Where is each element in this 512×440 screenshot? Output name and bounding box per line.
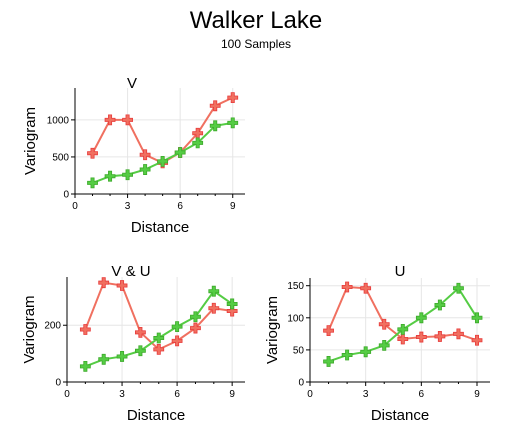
x-tick-label: 3 [119, 389, 125, 400]
data-point-green [135, 345, 146, 357]
x-tick-label: 9 [229, 389, 235, 400]
data-point-red [323, 325, 334, 337]
data-point-red [227, 92, 239, 104]
data-point-green [323, 356, 334, 367]
data-point-red [453, 328, 464, 340]
y-tick-label: 0 [55, 378, 61, 389]
data-point-green [98, 353, 110, 365]
chart-panel-1: 0 3 6 9 0 500 1000 V Distance Variogram [22, 75, 245, 236]
x-tick-label: 9 [474, 389, 480, 400]
data-point-green [209, 120, 221, 132]
data-point-green [471, 312, 483, 324]
x-tick-label: 3 [363, 389, 369, 400]
x-axis-label: Distance [127, 407, 185, 424]
data-point-green [226, 298, 238, 310]
data-point-red [116, 280, 128, 291]
data-point-red [226, 305, 238, 317]
data-point-green [190, 311, 201, 323]
x-tick-label: 0 [307, 389, 313, 400]
y-tick-label: 50 [293, 345, 305, 356]
x-tick-label: 9 [230, 201, 236, 212]
data-point-green [434, 299, 446, 311]
y-tick-label: 200 [44, 321, 61, 332]
data-point-red [171, 335, 183, 347]
data-point-green [171, 321, 183, 333]
data-point-red [190, 322, 201, 334]
data-point-red [341, 281, 353, 293]
data-point-red [471, 334, 483, 346]
data-point-red [208, 302, 220, 314]
data-point-red [87, 147, 98, 159]
data-point-green [360, 346, 372, 358]
figure-subtitle: 100 Samples [221, 37, 291, 51]
data-point-red [360, 282, 372, 294]
x-tick-label: 6 [177, 201, 183, 212]
chart-panel-2: 0 3 6 9 0 200 V & U Distance Variogram [21, 263, 245, 424]
data-point-red [104, 114, 116, 126]
data-point-red [139, 149, 151, 161]
data-point-green [87, 177, 98, 189]
data-point-red [153, 343, 165, 355]
data-point-green [157, 155, 169, 167]
data-point-green [104, 170, 116, 182]
data-point-red [135, 326, 146, 338]
data-point-red [434, 331, 446, 342]
y-axis-label: Variogram [22, 107, 39, 175]
x-tick-label: 6 [419, 389, 425, 400]
data-point-green [192, 137, 204, 149]
y-tick-label: 1000 [47, 115, 70, 126]
data-point-red [122, 114, 133, 126]
data-point-green [227, 117, 239, 129]
data-point-green [116, 351, 128, 362]
y-tick-label: 0 [63, 190, 69, 201]
data-point-green [397, 323, 409, 335]
panel-title: V & U [111, 263, 150, 280]
data-point-red [209, 100, 221, 112]
x-tick-label: 3 [125, 201, 131, 212]
y-tick-label: 100 [287, 313, 304, 324]
chart-panel-3: 0 3 6 9 0 50 100 150 U Distance Variogram [264, 263, 490, 424]
data-point-green [79, 360, 91, 372]
data-point-red [397, 333, 409, 345]
panel-title: V [127, 75, 137, 92]
data-point-green [378, 340, 390, 351]
data-point-green [174, 147, 186, 158]
data-point-green [415, 312, 427, 324]
figure-title: Walker Lake [190, 7, 323, 34]
data-point-green [208, 285, 220, 297]
x-tick-label: 0 [64, 389, 70, 400]
data-point-red [378, 318, 390, 330]
data-point-green [453, 282, 464, 294]
data-point-green [139, 164, 151, 175]
x-tick-label: 6 [174, 389, 180, 400]
y-axis-label: Variogram [264, 296, 281, 364]
series-line-green [92, 121, 233, 184]
y-tick-label: 0 [298, 378, 304, 389]
data-point-green [122, 169, 133, 181]
panel-title: U [395, 263, 406, 280]
x-tick-label: 0 [72, 201, 78, 212]
data-point-red [79, 324, 91, 335]
x-axis-label: Distance [371, 407, 429, 424]
data-point-green [341, 349, 353, 361]
y-tick-label: 500 [52, 152, 69, 163]
data-point-green [153, 332, 165, 344]
series-line-green [84, 289, 233, 368]
y-axis-label: Variogram [21, 295, 38, 363]
data-point-red [415, 331, 427, 343]
y-tick-label: 150 [287, 281, 304, 292]
x-axis-label: Distance [131, 219, 189, 236]
data-point-red [98, 277, 110, 289]
